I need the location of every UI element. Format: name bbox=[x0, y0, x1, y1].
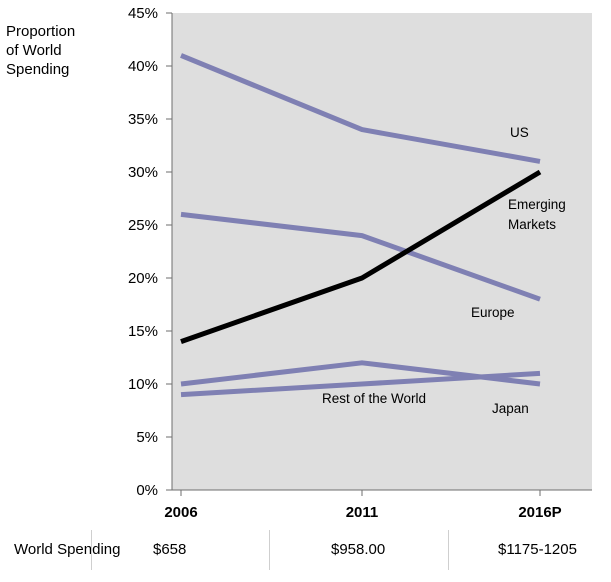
series-label-emerging-markets: Emerging bbox=[508, 197, 566, 212]
x-tick-label: 2016P bbox=[518, 504, 561, 521]
series-label-emerging-markets: Markets bbox=[508, 217, 556, 232]
y-tick-label: 20% bbox=[128, 270, 158, 287]
y-tick-label: 30% bbox=[128, 164, 158, 181]
y-tick-label: 45% bbox=[128, 5, 158, 22]
footer-divider bbox=[91, 530, 92, 570]
y-axis-title-line-2: of World bbox=[6, 42, 62, 59]
world-spending-2006: $658 bbox=[153, 541, 187, 558]
y-axis-title-line-1: Proportion bbox=[6, 23, 76, 40]
y-tick-label: 5% bbox=[136, 429, 158, 446]
series-label-us: US bbox=[510, 125, 529, 140]
x-tick-label: 2006 bbox=[164, 504, 197, 521]
series-line-europe bbox=[180, 211, 541, 302]
series-label-europe: Europe bbox=[471, 305, 515, 320]
y-tick-label: 35% bbox=[128, 111, 158, 128]
world-spending-row: World Spending $658 $958.00 $1175-1205 bbox=[0, 530, 611, 570]
y-tick-label: 40% bbox=[128, 58, 158, 75]
series-label-rest-of-the-world: Rest of the World bbox=[322, 391, 426, 406]
world-spending-label: World Spending bbox=[14, 541, 121, 558]
y-tick-label: 0% bbox=[136, 482, 158, 499]
world-spending-2011: $958.00 bbox=[331, 541, 386, 558]
y-tick-label: 15% bbox=[128, 323, 158, 340]
plot-area bbox=[172, 13, 592, 490]
series-line-rest-of-the-world bbox=[180, 370, 541, 398]
footer-divider bbox=[269, 530, 270, 570]
y-axis-title-line-3: Spending bbox=[6, 61, 70, 78]
y-tick-label: 25% bbox=[128, 217, 158, 234]
footer-divider bbox=[448, 530, 449, 570]
x-tick-label: 2011 bbox=[346, 504, 379, 521]
series-label-japan: Japan bbox=[492, 401, 529, 416]
series-line-emerging-markets bbox=[180, 169, 542, 344]
y-tick-label: 10% bbox=[128, 376, 158, 393]
world-spending-2016p: $1175-1205 bbox=[498, 541, 577, 558]
y-axis-title: Proportion of World Spending bbox=[6, 22, 75, 79]
series-line-us bbox=[180, 53, 541, 164]
line-chart: 0% 5% 10% 15% 20% 25% 30% 35% 40% 45% 2006 2011 2016… bbox=[128, 5, 592, 521]
